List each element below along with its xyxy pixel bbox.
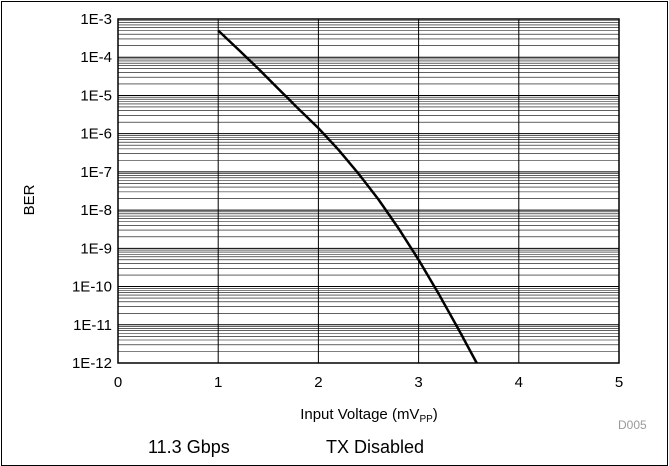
y-tick-label: 1E-3	[80, 11, 112, 28]
x-tick-label: 3	[414, 374, 422, 391]
x-tick-label: 5	[615, 374, 623, 391]
figure-id: D005	[618, 418, 647, 432]
x-axis-label: Input Voltage (mVPP)	[300, 406, 438, 425]
y-tick-label: 1E-11	[73, 317, 112, 334]
x-tick-label: 4	[515, 374, 523, 391]
x-tick-labels: 0 1 2 3 4 5	[114, 374, 623, 391]
y-tick-label: 1E-7	[80, 164, 112, 181]
y-axis-label: BER	[21, 184, 38, 215]
major-gridlines	[117, 18, 620, 364]
y-tick-label: 1E-10	[72, 279, 112, 296]
plot-area-border	[117, 18, 620, 364]
y-tick-label: 1E-5	[80, 87, 112, 104]
x-tick-label: 1	[214, 374, 222, 391]
caption-tx-state: TX Disabled	[326, 437, 425, 457]
ber-curve	[217, 29, 479, 363]
x-tick-label: 0	[114, 374, 122, 391]
y-tick-labels: 1E-3 1E-4 1E-5 1E-6 1E-7 1E-8 1E-9 1E-10 1E-11 1E…	[72, 11, 112, 372]
minor-gridlines	[118, 20, 619, 352]
y-tick-label: 1E-4	[80, 49, 112, 66]
caption-data-rate: 11.3 Gbps	[148, 437, 230, 457]
y-tick-label: 1E-12	[72, 355, 112, 372]
x-tick-label: 2	[314, 374, 322, 391]
y-tick-label: 1E-9	[80, 240, 112, 257]
y-tick-label: 1E-8	[80, 202, 112, 219]
y-tick-label: 1E-6	[80, 126, 112, 143]
